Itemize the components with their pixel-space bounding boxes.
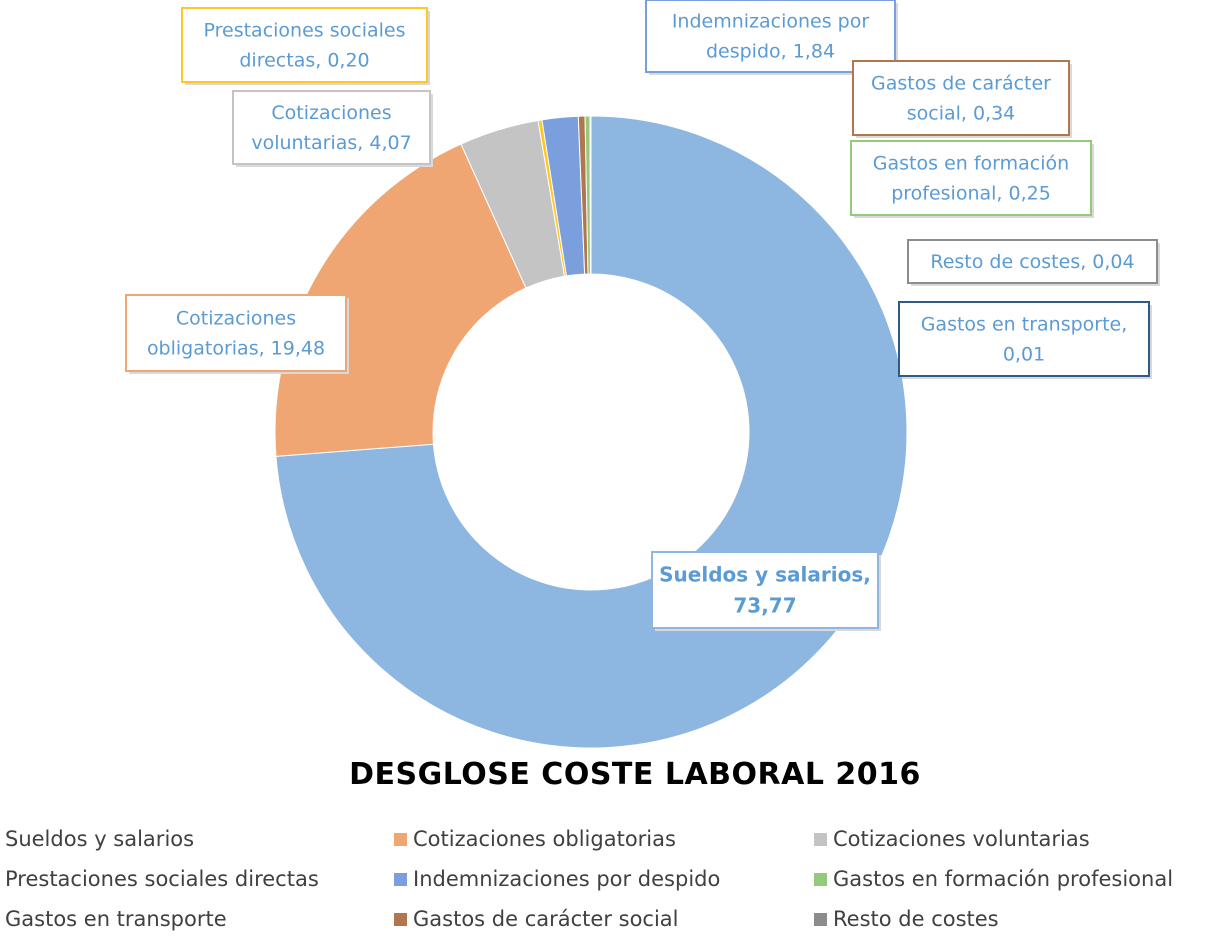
legend-label: Indemnizaciones por despido bbox=[413, 867, 721, 891]
data-label-prestaciones-sociales-directas: Prestaciones sociales directas, 0,20 bbox=[181, 7, 430, 85]
data-label-box bbox=[852, 60, 1070, 136]
legend-item-indemnizaciones-por-despido: Indemnizaciones por despido bbox=[394, 866, 814, 892]
data-label-text: Cotizaciones bbox=[271, 102, 391, 124]
data-label-box bbox=[898, 301, 1150, 377]
legend-swatch bbox=[394, 912, 407, 926]
data-label-box bbox=[232, 90, 431, 165]
legend-item-gastos-de-caracter-social: Gastos de carácter social bbox=[394, 906, 814, 932]
data-label-text: Cotizaciones bbox=[176, 308, 296, 330]
legend-label: Cotizaciones obligatorias bbox=[413, 827, 676, 851]
legend-swatch bbox=[394, 832, 407, 846]
data-label-text: Gastos en formación bbox=[873, 153, 1069, 175]
data-label-box bbox=[181, 7, 428, 83]
data-label-text: profesional, 0,25 bbox=[891, 183, 1051, 205]
data-label-text: Gastos de carácter bbox=[871, 73, 1051, 95]
donut-slices bbox=[274, 115, 908, 749]
legend-label: Gastos de carácter social bbox=[413, 907, 679, 931]
legend-label: Gastos en transporte bbox=[5, 907, 227, 931]
data-label-text: Indemnizaciones por bbox=[672, 11, 870, 33]
data-label-text: voluntarias, 4,07 bbox=[251, 132, 411, 154]
data-label-text: obligatorias, 19,48 bbox=[147, 338, 325, 360]
data-label-text: social, 0,34 bbox=[907, 103, 1016, 125]
legend-item-prestaciones-sociales-directas: Prestaciones sociales directas bbox=[0, 866, 394, 892]
legend-item-cotizaciones-obligatorias: Cotizaciones obligatorias bbox=[394, 826, 814, 852]
data-label-text: directas, 0,20 bbox=[239, 50, 369, 72]
legend-label: Prestaciones sociales directas bbox=[5, 867, 319, 891]
legend-item-resto-de-costes: Resto de costes bbox=[814, 906, 1218, 932]
legend-label: Cotizaciones voluntarias bbox=[833, 827, 1090, 851]
data-label-box bbox=[125, 294, 347, 372]
data-label-text: Prestaciones sociales bbox=[204, 20, 406, 42]
data-label-resto-de-costes: Resto de costes, 0,04 bbox=[907, 239, 1160, 286]
legend-swatch bbox=[814, 832, 827, 846]
legend-label: Gastos en formación profesional bbox=[833, 867, 1174, 891]
chart-legend: Sueldos y salarios Cotizaciones obligator… bbox=[0, 826, 1218, 932]
legend-label: Resto de costes bbox=[833, 907, 999, 931]
data-label-text: 0,01 bbox=[1003, 344, 1045, 366]
data-label-sueldos-y-salarios: Sueldos y salarios, 73,77 bbox=[651, 551, 881, 631]
data-label-text: Resto de costes, 0,04 bbox=[930, 251, 1134, 273]
data-label-text: Gastos en transporte, bbox=[921, 314, 1128, 336]
legend-item-sueldos-y-salarios: Sueldos y salarios bbox=[0, 826, 394, 852]
chart-title: DESGLOSE COSTE LABORAL 2016 bbox=[349, 757, 921, 792]
legend-item-cotizaciones-voluntarias: Cotizaciones voluntarias bbox=[814, 826, 1218, 852]
data-labels: Sueldos y salarios, 73,77 Cotizaciones obli… bbox=[125, 0, 1160, 631]
data-label-box bbox=[907, 239, 1158, 284]
legend-item-gastos-en-formacion-profesional: Gastos en formación profesional bbox=[814, 866, 1218, 892]
data-label-cotizaciones-obligatorias: Cotizaciones obligatorias, 19,48 bbox=[125, 294, 349, 374]
data-label-gastos-en-transporte: Gastos en transporte, 0,01 bbox=[898, 301, 1152, 379]
legend-item-gastos-en-transporte: Gastos en transporte bbox=[0, 906, 394, 932]
data-label-box bbox=[850, 140, 1092, 216]
legend-swatch bbox=[814, 872, 827, 886]
data-label-text: Sueldos y salarios, bbox=[659, 562, 871, 586]
data-label-text: 73,77 bbox=[733, 593, 796, 617]
data-label-gastos-en-formacion-profesional: Gastos en formación profesional, 0,25 bbox=[850, 140, 1094, 218]
data-label-text: despido, 1,84 bbox=[706, 41, 835, 63]
legend-swatch bbox=[394, 872, 407, 886]
data-label-box bbox=[651, 551, 879, 629]
legend-swatch bbox=[814, 912, 827, 926]
data-label-indemnizaciones-por-despido: Indemnizaciones por despido, 1,84 bbox=[645, 0, 898, 75]
data-label-cotizaciones-voluntarias: Cotizaciones voluntarias, 4,07 bbox=[232, 90, 433, 167]
data-label-gastos-de-caracter-social: Gastos de carácter social, 0,34 bbox=[852, 60, 1072, 138]
legend-label: Sueldos y salarios bbox=[5, 827, 195, 851]
